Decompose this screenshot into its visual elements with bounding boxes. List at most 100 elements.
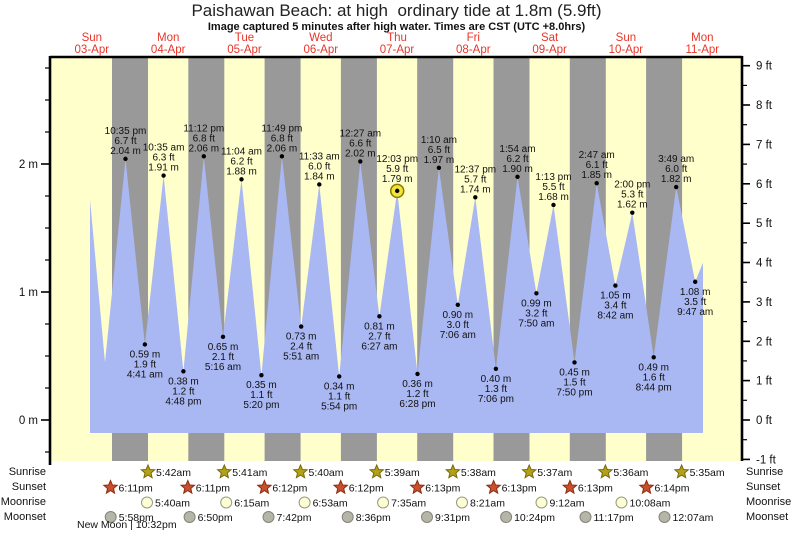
high-tide-label: 1.74 m — [460, 184, 491, 195]
sunset-time: 6:12pm — [272, 482, 307, 494]
low-tide-label: 1.3 ft — [485, 384, 507, 395]
day-name-label: Fri — [467, 32, 480, 44]
moonrise-icon — [141, 496, 153, 509]
day-name-label: Thu — [387, 32, 407, 44]
high-tide-label: 12:27 am — [339, 128, 381, 139]
sunset-time: 6:11pm — [119, 482, 153, 494]
sunset-time: 6:13pm — [502, 482, 537, 494]
high-tide-label: 5.3 ft — [621, 190, 643, 201]
sunrise-time: 5:41am — [232, 467, 267, 479]
high-tide-dot — [279, 154, 285, 159]
high-tide-dot — [317, 182, 322, 187]
high-tide-label: 11:12 pm — [183, 123, 224, 134]
high-tide-label: 6.8 ft — [271, 133, 293, 144]
low-tide-dot — [415, 371, 420, 377]
sunset-star-icon — [332, 479, 349, 495]
high-tide-label: 2.04 m — [110, 146, 141, 157]
day-date-label: 04-Apr — [151, 44, 186, 56]
right-axis-tick-label: 7 ft — [756, 139, 773, 151]
moonset-icon — [341, 511, 354, 523]
moonrise-icon — [615, 496, 628, 509]
high-tide-label: 1.68 m — [538, 192, 569, 203]
day-date-label: 09-Apr — [532, 44, 567, 56]
moonrise-time: 10:08am — [630, 497, 671, 509]
right-axis-tick-label: 4 ft — [756, 258, 773, 270]
moonset-time: 8:36pm — [356, 512, 391, 524]
high-tide-dot — [551, 202, 556, 208]
sunset-star-icon — [561, 479, 578, 495]
sunrise-row-label-left: Sunrise — [8, 466, 46, 478]
sunrise-star-icon — [140, 463, 156, 479]
low-tide-label: 0.73 m — [286, 332, 317, 343]
low-tide-label: 1.1 ft — [328, 392, 350, 403]
left-axis-tick-label: 0 m — [19, 415, 38, 427]
low-tide-label: 0.65 m — [208, 342, 239, 353]
low-tide-label: 3.4 ft — [604, 301, 626, 312]
high-tide-label: 6.5 ft — [428, 145, 450, 156]
low-tide-label: 1.5 ft — [563, 377, 585, 388]
low-tide-label: 5:16 am — [205, 362, 241, 373]
high-tide-label: 6.1 ft — [586, 160, 608, 171]
high-tide-label: 12:03 pm — [376, 154, 418, 165]
low-tide-dot — [377, 314, 382, 319]
low-tide-label: 0.36 m — [402, 379, 433, 390]
high-tide-dot — [239, 177, 244, 182]
high-tide-label: 6.2 ft — [230, 156, 252, 167]
high-tide-dot — [594, 181, 599, 186]
moonset-icon — [183, 511, 196, 523]
right-axis-tick-label: 9 ft — [756, 61, 773, 73]
day-date-label: 03-Apr — [75, 44, 110, 56]
day-name-label: Mon — [691, 32, 713, 44]
high-tide-label: 1.88 m — [226, 166, 257, 177]
high-tide-label: 6.7 ft — [114, 136, 136, 147]
right-axis-tick-label: 2 ft — [756, 336, 773, 348]
low-tide-label: 5:20 pm — [243, 400, 279, 411]
low-tide-label: 3.2 ft — [525, 308, 547, 319]
moonset-icon — [500, 511, 513, 523]
low-tide-label: 2.1 ft — [212, 352, 234, 363]
high-tide-label: 2.06 m — [267, 143, 298, 154]
low-tide-label: 0.90 m — [443, 310, 474, 321]
low-tide-dot — [693, 279, 698, 284]
moonrise-row-label-right: Moonrise — [746, 496, 792, 508]
sunset-time: 6:14pm — [655, 482, 690, 494]
low-tide-label: 1.2 ft — [406, 389, 428, 400]
sunset-star-icon — [256, 479, 273, 495]
low-tide-label: 3.5 ft — [684, 297, 706, 308]
high-tide-label: 2:47 am — [579, 150, 615, 161]
low-tide-label: 1.6 ft — [643, 372, 665, 383]
right-axis-tick-label: 8 ft — [756, 100, 773, 112]
sunset-row-label-left: Sunset — [11, 481, 46, 493]
high-tide-label: 1:54 am — [499, 144, 535, 155]
moonrise-time: 5:40am — [155, 497, 190, 509]
left-axis-tick-label: 2 m — [19, 159, 38, 171]
moonrise-icon — [456, 496, 468, 509]
sunset-row-label-right: Sunset — [746, 481, 781, 493]
moonset-time: 11:17pm — [594, 512, 634, 524]
high-tide-label: 1:10 am — [421, 135, 457, 146]
moonrise-icon — [377, 496, 390, 509]
low-tide-label: 1.2 ft — [172, 386, 194, 397]
low-tide-dot — [181, 369, 186, 374]
moonset-icon — [421, 511, 433, 523]
high-tide-dot — [630, 210, 635, 215]
sunrise-star-icon — [597, 463, 614, 479]
moon-phase-note: New Moon | 10:32pm — [77, 519, 177, 531]
high-tide-label: 1.79 m — [382, 174, 413, 185]
sunset-time: 6:11pm — [196, 482, 230, 494]
sunrise-star-icon — [216, 463, 233, 479]
moonrise-row-label-left: Moonrise — [0, 496, 46, 508]
day-name-label: Wed — [309, 32, 332, 44]
low-tide-label: 0.45 m — [559, 367, 590, 378]
sunset-star-icon — [638, 479, 655, 495]
moonset-time: 9:31pm — [435, 512, 470, 524]
low-tide-label: 1.05 m — [600, 291, 631, 302]
day-date-label: 10-Apr — [609, 44, 644, 56]
moonset-row-label-right: Moonset — [746, 511, 789, 523]
high-tide-dot — [395, 188, 400, 194]
low-tide-label: 0.59 m — [130, 350, 161, 361]
low-tide-label: 3.0 ft — [447, 320, 469, 331]
high-tide-dot — [515, 174, 520, 179]
low-tide-dot — [455, 302, 460, 307]
high-tide-label: 1.90 m — [502, 164, 533, 175]
